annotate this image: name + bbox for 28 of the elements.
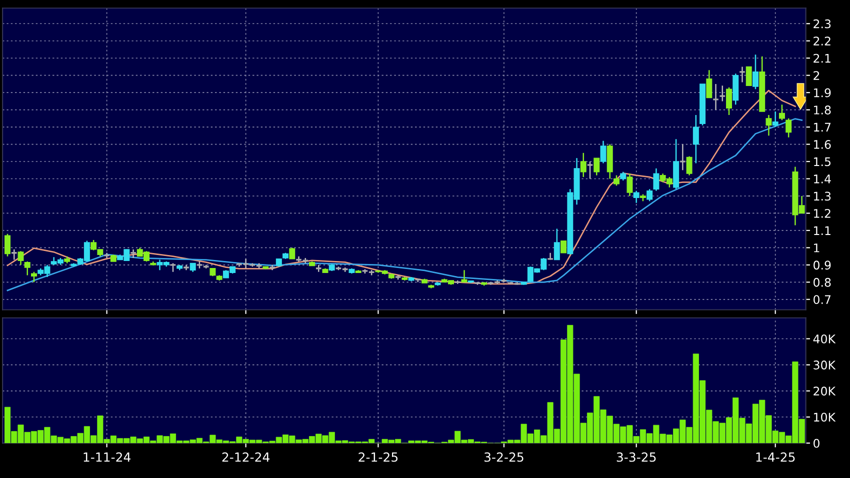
y-tick-label: 0.9 — [814, 260, 831, 270]
y-tick-label: 1.3 — [814, 192, 831, 201]
x-tick-label: 2-1-25 — [358, 452, 398, 462]
y-tick-label: 2.2 — [814, 36, 830, 46]
y-tick-label: 1.6 — [814, 140, 831, 149]
y-tick-label: 40K — [813, 334, 836, 344]
y-tick-label: 10K — [814, 412, 836, 422]
y-tick-label: 0 — [814, 438, 820, 448]
x-tick-label: 3-3-25 — [616, 452, 656, 462]
y-tick-label: 1.7 — [814, 122, 831, 132]
x-tick-label: 1-4-25 — [756, 452, 795, 462]
y-tick-label: 1.1 — [814, 226, 830, 235]
y-tick-label: 1.9 — [814, 88, 831, 98]
y-tick-label: 1.8 — [814, 106, 831, 114]
y-tick-label: 2 — [814, 71, 820, 80]
y-tick-label: 30K — [814, 360, 836, 370]
y-tick-label: 0.7 — [814, 295, 831, 304]
y-tick-label: 1.2 — [814, 208, 830, 218]
y-tick-label: 2.1 — [814, 54, 830, 63]
y-tick-label: 1.4 — [814, 174, 831, 184]
y-tick-label: 0.8 — [814, 278, 831, 287]
y-tick-label: 2.3 — [814, 19, 831, 28]
x-tick-label: 2-12-24 — [222, 452, 270, 462]
x-tick-label: 3-2-25 — [484, 452, 524, 462]
x-tick-label: 1-11-24 — [84, 452, 130, 462]
y-tick-label: 1.5 — [814, 157, 830, 166]
y-tick-label: 20K — [814, 386, 836, 396]
y-tick-label: 1 — [814, 244, 820, 252]
